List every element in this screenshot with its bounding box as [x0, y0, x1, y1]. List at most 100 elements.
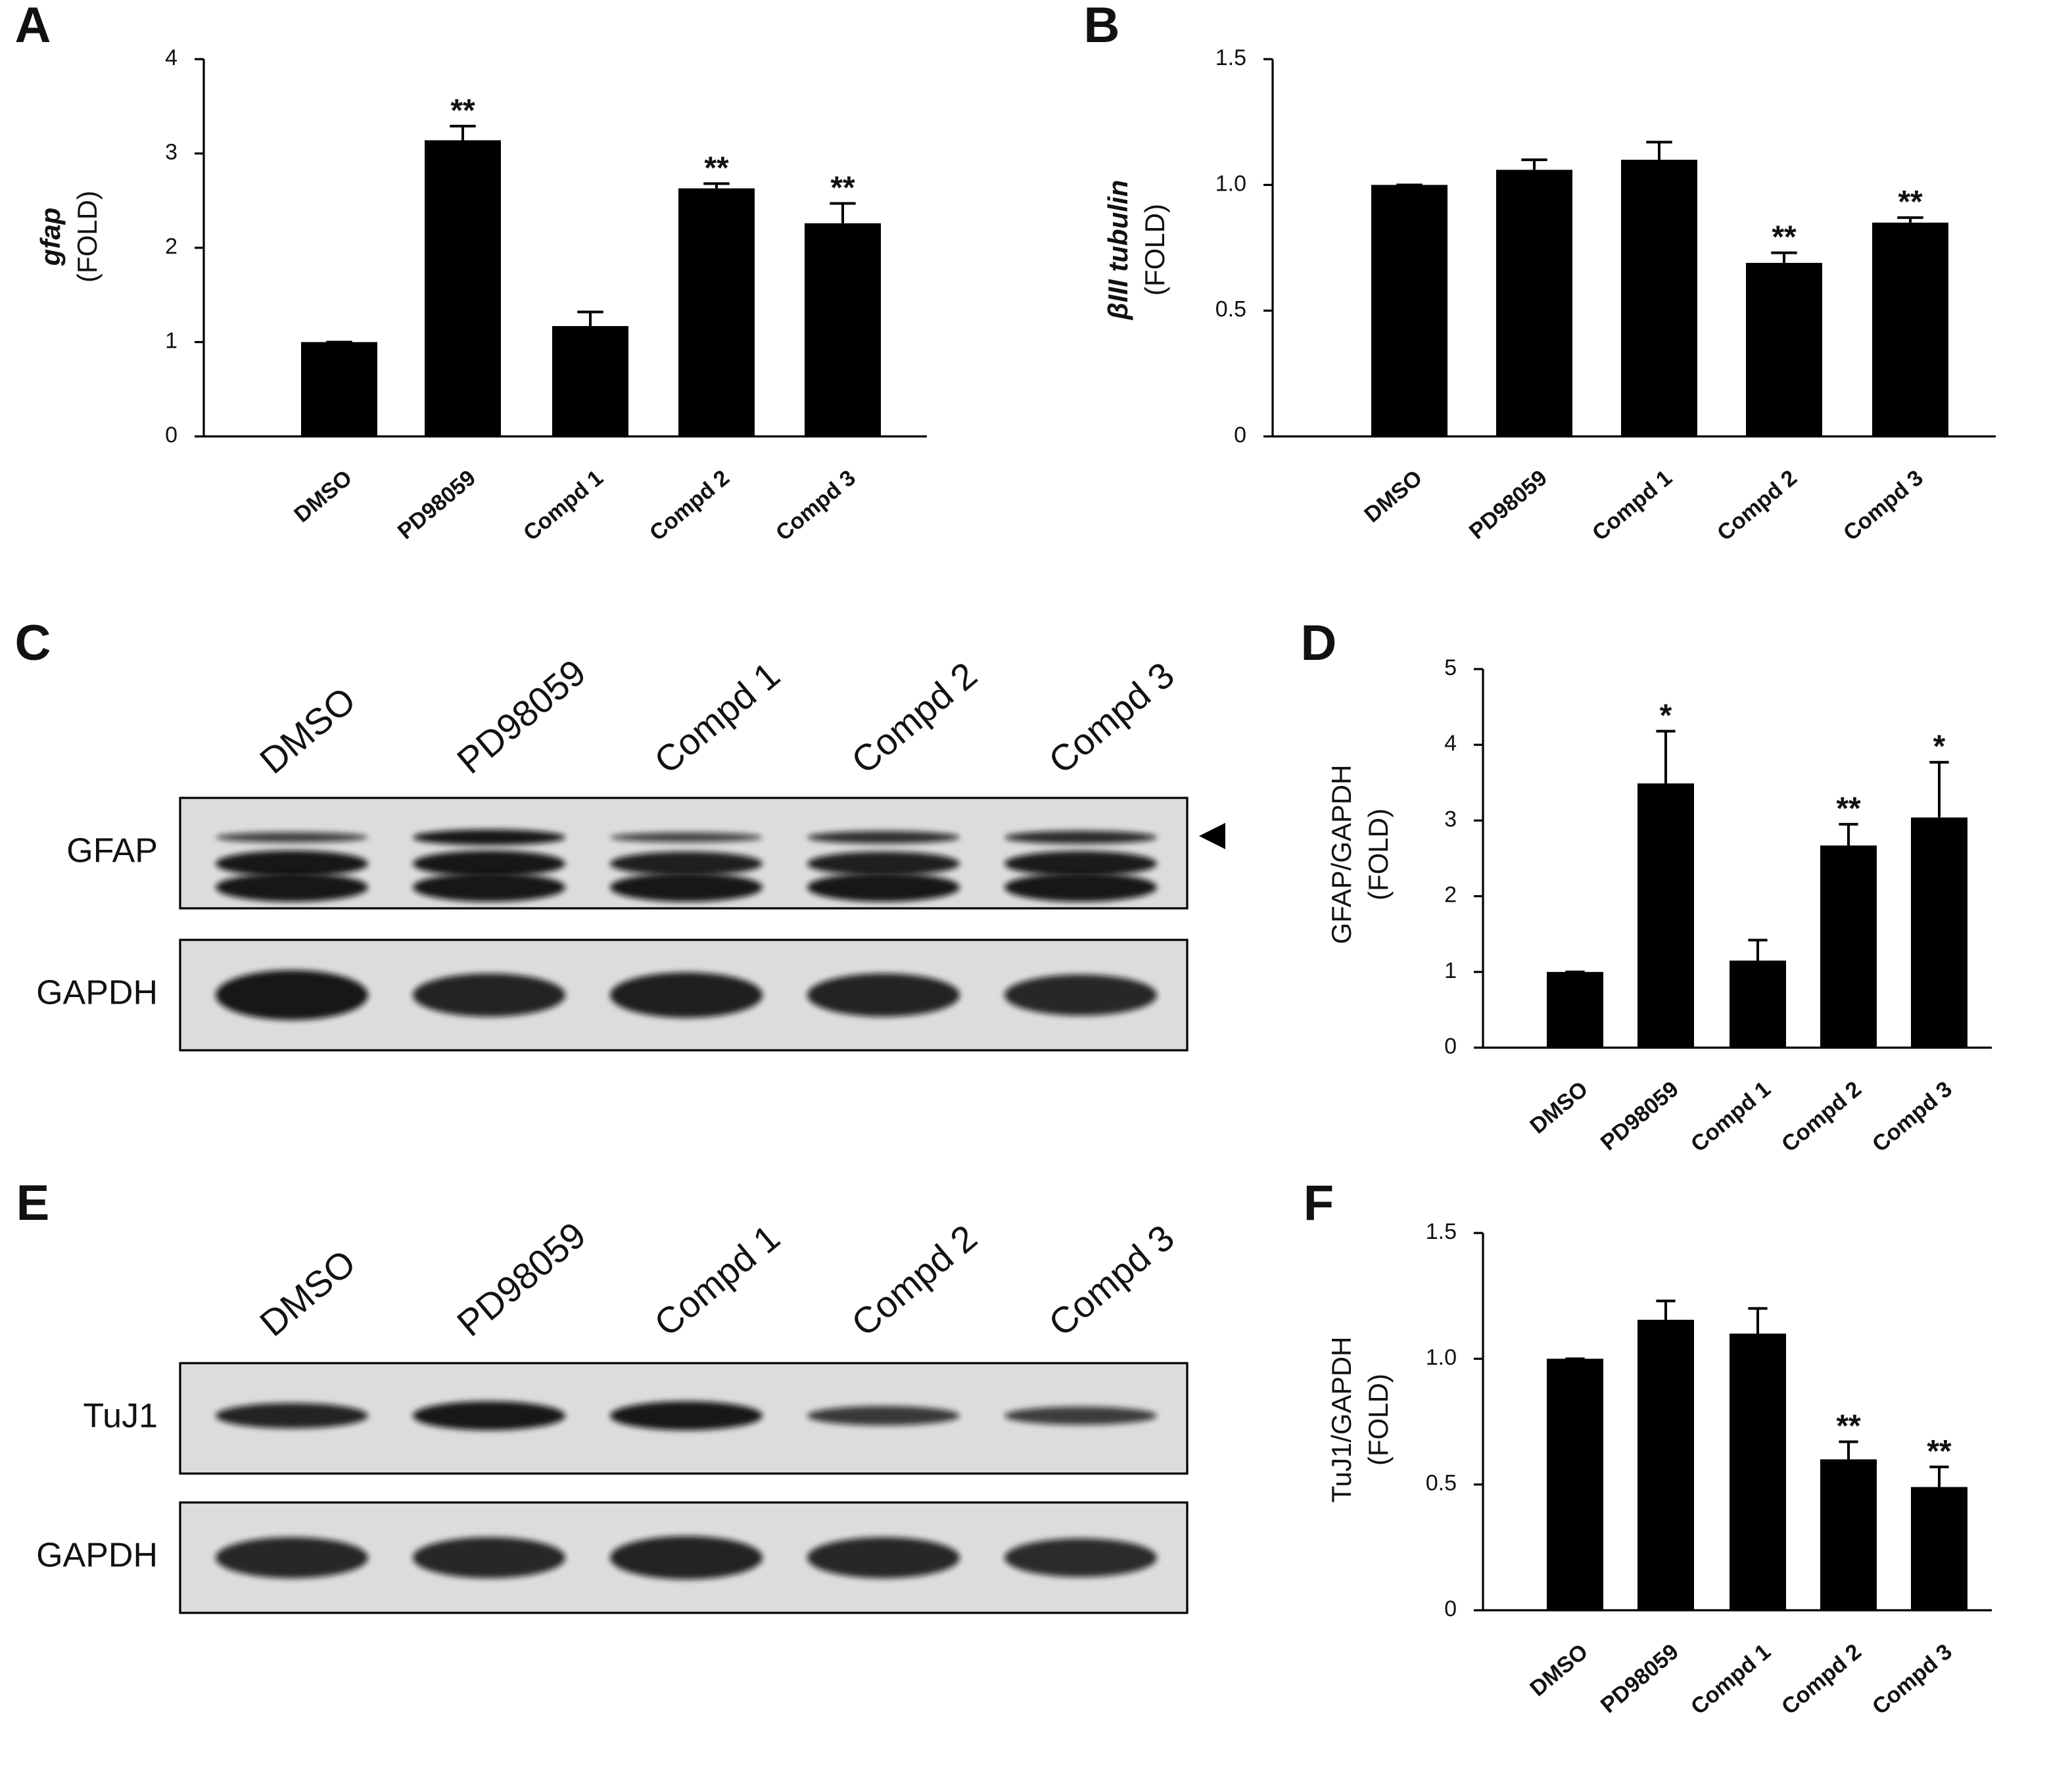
band [216, 1403, 368, 1429]
bar [1371, 185, 1448, 436]
x-tick-label: PD98059 [1596, 1077, 1684, 1155]
band [807, 973, 960, 1017]
x-tick-label: DMSO [1525, 1077, 1593, 1139]
bar [1746, 262, 1822, 436]
x-tick-label: PD98059 [1465, 465, 1552, 544]
band [1004, 1407, 1157, 1425]
bar [301, 342, 377, 436]
significance-marker: ** [1836, 1409, 1861, 1444]
lane-label: Compd 3 [1041, 654, 1182, 781]
panel-label: C [15, 615, 51, 671]
lane-label: PD98059 [449, 1214, 593, 1344]
band [1004, 974, 1157, 1016]
x-tick-label: Compd 2 [1712, 465, 1802, 546]
band [216, 832, 368, 843]
significance-marker: ** [450, 93, 475, 128]
y-axis-label: (FOLD) [1363, 1374, 1394, 1466]
bar [1496, 170, 1572, 436]
y-axis-label: (FOLD) [1363, 808, 1394, 900]
lane-label: Compd 1 [646, 1217, 788, 1344]
y-tick-label: 2 [1444, 883, 1457, 908]
row-label: TuJ1 [83, 1397, 158, 1435]
significance-marker: * [1933, 730, 1946, 764]
x-tick-label: Compd 3 [1839, 465, 1928, 546]
bar [1637, 1320, 1694, 1610]
band [413, 873, 565, 902]
significance-marker: ** [1927, 1434, 1952, 1469]
band [216, 873, 368, 902]
lane-label: Compd 2 [843, 654, 985, 781]
band [413, 973, 565, 1017]
y-tick-label: 1.5 [1426, 1219, 1457, 1244]
panel-label: E [16, 1175, 50, 1231]
band [1004, 850, 1157, 877]
panel-label: A [15, 0, 51, 53]
y-tick-label: 2 [165, 234, 177, 259]
bar [552, 326, 628, 436]
arrowhead [1199, 823, 1225, 849]
bar [1911, 817, 1967, 1048]
bar [678, 188, 755, 436]
y-tick-label: 3 [1444, 806, 1457, 831]
band [807, 873, 960, 902]
x-tick-label: Compd 1 [1588, 465, 1677, 546]
y-tick-label: 5 [1444, 655, 1457, 680]
band [216, 1537, 368, 1579]
x-tick-label: Compd 3 [1868, 1077, 1957, 1157]
y-axis-label: gfap [35, 208, 66, 267]
lane-label: PD98059 [449, 651, 593, 781]
row-label: GAPDH [36, 974, 158, 1012]
x-tick-label: Compd 3 [771, 465, 860, 546]
lane-label: Compd 2 [843, 1217, 985, 1344]
panel-label: B [1084, 0, 1120, 53]
panel-label: D [1301, 615, 1337, 671]
band [216, 970, 368, 1020]
x-tick-label: Compd 2 [1777, 1077, 1866, 1157]
x-tick-label: Compd 2 [645, 465, 734, 546]
x-tick-label: DMSO [1525, 1639, 1593, 1702]
y-axis-label: TuJ1/GAPDH [1326, 1337, 1357, 1503]
bar [1547, 971, 1603, 1048]
lane-label: Compd 1 [646, 654, 788, 781]
band [216, 850, 368, 877]
y-tick-label: 1.5 [1215, 45, 1246, 70]
y-tick-label: 0 [165, 423, 177, 448]
band [610, 873, 763, 902]
bar [1621, 160, 1697, 437]
x-tick-label: PD98059 [1596, 1639, 1684, 1718]
band [413, 1401, 565, 1430]
x-tick-label: Compd 1 [519, 465, 608, 546]
y-tick-label: 4 [1444, 731, 1457, 756]
band [807, 851, 960, 876]
y-tick-label: 1 [165, 328, 177, 353]
bar [805, 223, 881, 436]
y-tick-label: 3 [165, 139, 177, 164]
band [610, 832, 763, 843]
y-tick-label: 0.5 [1426, 1471, 1457, 1496]
significance-marker: ** [1772, 220, 1797, 255]
band [413, 829, 565, 845]
bar [425, 140, 501, 436]
row-label: GFAP [66, 832, 158, 870]
lane-label: Compd 3 [1041, 1217, 1182, 1344]
band [610, 1401, 763, 1430]
band [610, 972, 763, 1018]
x-tick-label: Compd 1 [1686, 1639, 1776, 1720]
y-tick-label: 1.0 [1215, 171, 1246, 196]
y-tick-label: 0.5 [1215, 297, 1246, 322]
bar [1637, 783, 1694, 1048]
x-tick-label: PD98059 [393, 465, 481, 544]
lane-label: DMSO [252, 1242, 363, 1344]
significance-marker: ** [830, 171, 855, 206]
band [1004, 873, 1157, 902]
y-axis-label: GFAP/GAPDH [1326, 764, 1357, 944]
bar [1820, 1459, 1877, 1610]
bar [1730, 960, 1786, 1048]
significance-marker: ** [1836, 791, 1861, 826]
bar [1820, 845, 1877, 1048]
band [413, 1537, 565, 1579]
band [610, 851, 763, 876]
x-tick-label: Compd 2 [1777, 1639, 1866, 1720]
y-axis-label: βIII tubulin [1102, 180, 1133, 321]
